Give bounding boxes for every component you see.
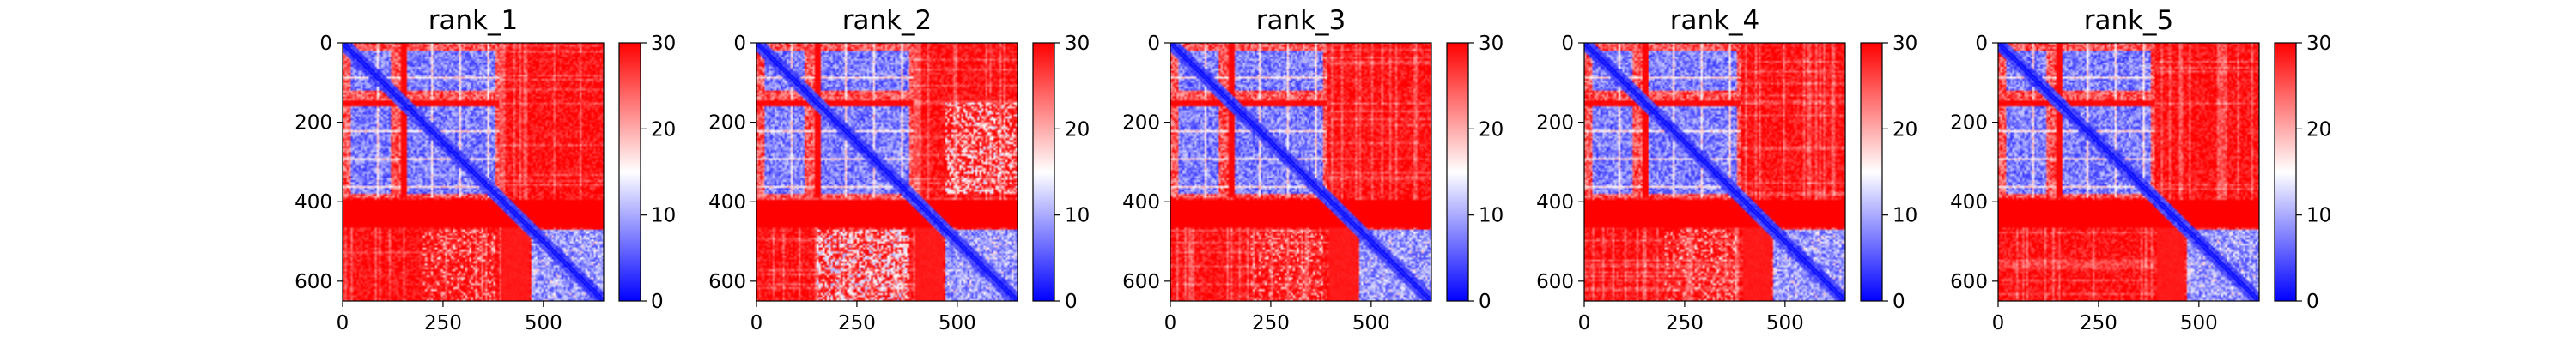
colorbar-tick-label: 10: [1479, 205, 1504, 227]
colorbar-tick-label: 30: [1479, 33, 1504, 55]
y-tick-label: 200: [1950, 112, 1988, 135]
diagonal-line: [1583, 42, 1846, 302]
y-tick-label: 400: [1536, 191, 1574, 214]
colorbar: [2274, 42, 2297, 302]
axes-frame: [756, 42, 1018, 302]
colorbar-tick-label: 0: [1893, 291, 1905, 313]
colorbar-tick-label: 0: [1065, 291, 1078, 313]
y-tick-label: 600: [1536, 271, 1574, 293]
y-tick-label: 0: [319, 33, 332, 55]
y-tick-label: 200: [295, 112, 332, 135]
y-tick-label: 400: [708, 191, 746, 214]
panel-title: rank_4: [1670, 5, 1760, 36]
colorbar-tick-label: 0: [651, 291, 664, 313]
colorbar-tick-label: 30: [1893, 33, 1917, 55]
y-tick-label: 400: [295, 191, 332, 214]
x-tick-label: 250: [1252, 312, 1290, 334]
x-tick-label: 0: [1164, 312, 1177, 334]
y-tick-label: 0: [1561, 33, 1574, 55]
x-tick-label: 500: [1766, 312, 1804, 334]
y-tick-label: 0: [1147, 33, 1160, 55]
panel-title: rank_5: [2084, 5, 2174, 36]
colorbar-tick-label: 20: [1893, 118, 1917, 141]
y-tick-label: 0: [1975, 33, 1988, 55]
colorbar-tick-label: 10: [1065, 205, 1090, 227]
y-tick-label: 400: [1950, 191, 1988, 214]
y-tick-label: 600: [1950, 271, 1988, 293]
diagonal-line: [756, 42, 1018, 302]
diagonal-line: [1997, 42, 2260, 302]
y-tick-label: 200: [1122, 112, 1160, 135]
colorbar-tick-label: 20: [651, 118, 676, 141]
x-tick-label: 0: [337, 312, 349, 334]
axes-frame: [1997, 42, 2260, 302]
x-tick-label: 500: [525, 312, 562, 334]
colorbar-tick-label: 30: [2306, 33, 2331, 55]
panel-title: rank_2: [842, 5, 933, 36]
colorbar-tick-label: 20: [2306, 118, 2331, 141]
colorbar-tick-label: 20: [1479, 118, 1504, 141]
y-tick-label: 200: [708, 112, 746, 135]
x-tick-label: 500: [939, 312, 976, 334]
y-tick-label: 0: [733, 33, 746, 55]
y-tick-label: 200: [1536, 112, 1574, 135]
x-tick-label: 0: [750, 312, 763, 334]
y-tick-label: 400: [1122, 191, 1160, 214]
colorbar: [618, 42, 641, 302]
y-tick-label: 600: [1122, 271, 1160, 293]
colorbar-tick-label: 10: [2306, 205, 2331, 227]
x-tick-label: 250: [1666, 312, 1704, 334]
x-tick-label: 500: [2180, 312, 2218, 334]
colorbar-tick-label: 30: [651, 33, 676, 55]
colorbar-tick-label: 30: [1065, 33, 1090, 55]
x-tick-label: 250: [424, 312, 462, 334]
x-tick-label: 250: [2080, 312, 2117, 334]
colorbar-tick-label: 10: [651, 205, 676, 227]
panel-title: rank_1: [428, 5, 519, 36]
colorbar-tick-label: 10: [1893, 205, 1917, 227]
diagonal-line: [342, 42, 605, 302]
diagonal-line: [1170, 42, 1432, 302]
panel-title: rank_3: [1256, 5, 1346, 36]
y-tick-label: 600: [295, 271, 332, 293]
colorbar: [1860, 42, 1883, 302]
colorbar-tick-label: 20: [1065, 118, 1090, 141]
colorbar: [1032, 42, 1055, 302]
axes-frame: [1170, 42, 1432, 302]
colorbar-tick-label: 0: [1479, 291, 1492, 313]
colorbar: [1446, 42, 1469, 302]
y-tick-label: 600: [708, 271, 746, 293]
x-tick-label: 250: [838, 312, 876, 334]
x-tick-label: 0: [1992, 312, 2005, 334]
axes-frame: [1583, 42, 1846, 302]
axes-frame: [342, 42, 605, 302]
x-tick-label: 0: [1578, 312, 1591, 334]
colorbar-tick-label: 0: [2306, 291, 2319, 313]
x-tick-label: 500: [1352, 312, 1390, 334]
